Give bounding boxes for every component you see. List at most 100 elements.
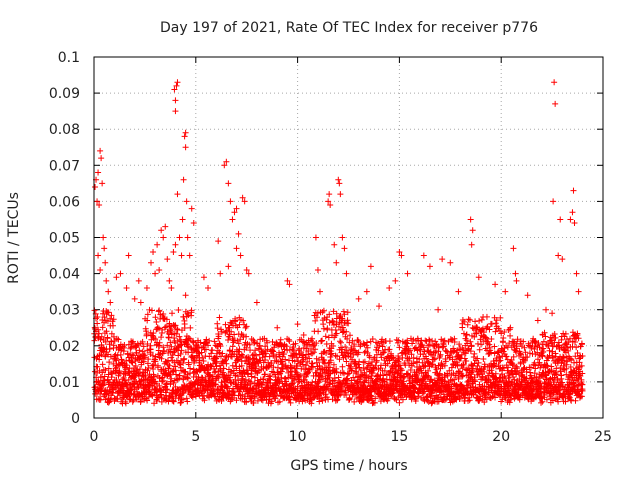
data-point: [181, 355, 188, 362]
data-point: [270, 351, 277, 358]
data-point: [305, 351, 312, 358]
y-tick-label: 0.08: [49, 122, 80, 138]
y-tick-labels: 0 0.01 0.02 0.03 0.04 0.05 0.06 0.07 0.08 0.09 0.1: [49, 50, 80, 427]
data-point: [352, 360, 359, 367]
data-point: [108, 330, 115, 337]
data-point: [319, 397, 326, 404]
data-point: [271, 344, 278, 351]
data-point: [99, 180, 106, 187]
data-point: [186, 252, 193, 259]
data-point: [206, 372, 213, 379]
data-point: [366, 396, 373, 403]
data-point: [274, 324, 281, 331]
data-point: [145, 364, 152, 371]
data-point: [372, 362, 379, 369]
data-point: [185, 335, 192, 342]
data-point: [238, 358, 245, 365]
data-point: [200, 343, 207, 350]
data-point: [144, 341, 151, 348]
data-point: [205, 366, 212, 373]
data-point: [267, 372, 274, 379]
data-point: [335, 176, 342, 183]
data-point: [195, 374, 202, 381]
data-point: [381, 367, 388, 374]
data-point: [229, 362, 236, 369]
data-point: [98, 341, 105, 348]
data-point: [343, 270, 350, 277]
data-point: [364, 344, 371, 351]
data-point: [478, 316, 485, 323]
data-point: [243, 398, 250, 405]
data-point: [156, 266, 163, 273]
data-point: [161, 324, 168, 331]
x-tick-label: 10: [289, 429, 307, 445]
data-point: [129, 338, 136, 345]
data-point: [206, 353, 213, 360]
data-point: [184, 343, 191, 350]
data-point: [152, 336, 159, 343]
data-point: [173, 371, 180, 378]
data-point: [105, 309, 112, 316]
data-point: [306, 355, 313, 362]
data-point: [356, 376, 363, 383]
data-point: [550, 198, 557, 205]
data-point: [363, 288, 370, 295]
data-point: [441, 337, 448, 344]
data-point: [315, 328, 322, 335]
data-point: [225, 180, 232, 187]
data-point: [320, 325, 327, 332]
data-point: [107, 353, 114, 360]
data-point: [141, 369, 148, 376]
data-point: [492, 328, 499, 335]
y-tick-label: 0.1: [58, 50, 80, 66]
data-point: [396, 399, 403, 406]
data-point: [276, 379, 283, 386]
data-point: [155, 325, 162, 332]
data-point: [356, 358, 363, 365]
data-point: [166, 362, 173, 369]
data-point: [225, 337, 232, 344]
data-point: [379, 343, 386, 350]
data-point: [172, 322, 179, 329]
data-point: [243, 333, 250, 340]
data-point: [181, 320, 188, 327]
data-point: [268, 359, 275, 366]
data-point: [108, 312, 115, 319]
data-point: [237, 252, 244, 259]
data-point: [167, 371, 174, 378]
data-point: [534, 317, 541, 324]
data-point: [239, 352, 246, 359]
data-point: [98, 333, 105, 340]
data-point: [218, 328, 225, 335]
data-point: [330, 318, 337, 325]
data-point: [298, 349, 305, 356]
data-point: [355, 295, 362, 302]
data-point: [94, 320, 101, 327]
data-point: [203, 346, 210, 353]
data-point: [143, 331, 150, 338]
data-point: [302, 354, 309, 361]
data-point: [279, 364, 286, 371]
data-point: [344, 335, 351, 342]
data-point: [471, 350, 478, 357]
data-point: [379, 336, 386, 343]
data-point: [153, 398, 160, 405]
data-point: [343, 328, 350, 335]
data-point: [314, 266, 321, 273]
y-tick-label: 0.09: [49, 86, 80, 102]
data-point: [256, 342, 263, 349]
data-point: [339, 324, 346, 331]
x-axis-label: GPS time / hours: [290, 458, 407, 474]
data-point: [131, 295, 138, 302]
data-point: [579, 381, 586, 388]
data-point: [130, 352, 137, 359]
data-point: [218, 397, 225, 404]
data-point: [149, 362, 156, 369]
data-point: [228, 328, 235, 335]
data-point: [578, 340, 585, 347]
data-point: [571, 220, 578, 227]
data-point: [252, 347, 259, 354]
data-point: [285, 336, 292, 343]
data-point: [404, 270, 411, 277]
